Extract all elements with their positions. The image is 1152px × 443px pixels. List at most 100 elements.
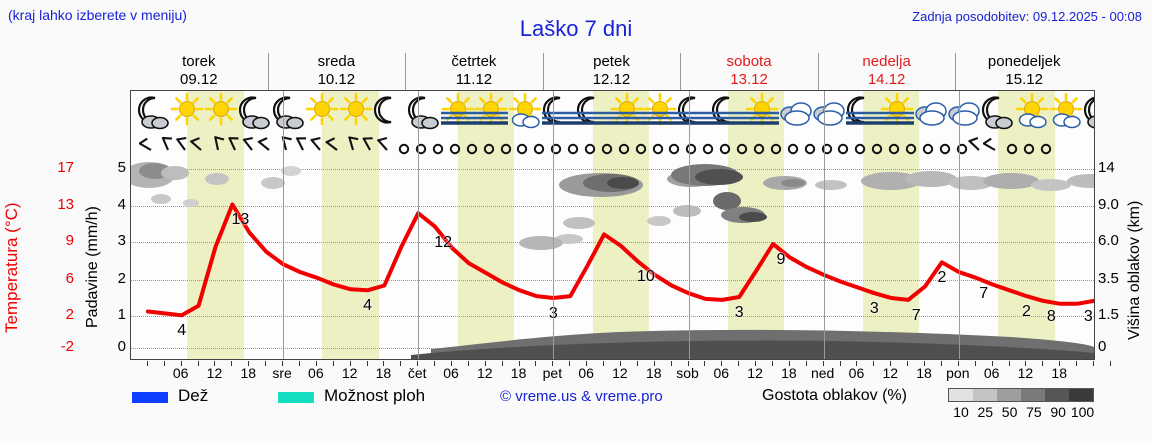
cloud-height-tick: 14 [1098,158,1115,176]
wind-calm-icon [409,133,433,161]
showers-legend-label: Možnost ploh [324,386,426,405]
time-tick-label: pon [946,365,970,381]
time-tick-label: 06 [443,365,459,381]
moon-cloud-icon [405,93,443,131]
moon-icon [371,93,409,131]
time-tick-mark [231,361,233,366]
wind-barb-icon [173,133,197,161]
wind-calm-icon [392,133,416,161]
time-tick-label: 06 [578,365,594,381]
moon-fog-icon [675,93,713,131]
time-tick-mark [1109,361,1111,366]
wind-calm-icon [950,133,974,161]
precipitation-tick: 1 [117,306,126,324]
copyright-link[interactable]: © vreme.us & vreme.pro [500,388,663,405]
time-tick-mark [1076,361,1078,366]
moon-fog-icon [844,93,882,131]
sun-icon [303,93,341,131]
time-tick-label: 18 [240,365,257,381]
time-tick-mark [332,361,334,366]
day-name: nedelja [862,53,911,70]
temperature-value-label: 2 [937,269,947,287]
time-tick-mark [721,361,723,366]
time-tick-mark [924,361,926,366]
sun-cloud-icon [1047,93,1085,131]
day-header-četrtek: četrtek 11.12 [405,53,543,90]
cloud-density-tick: 10 [953,404,969,420]
temperature-tick: 9 [65,232,74,250]
temperature-tick: 17 [57,158,74,176]
wind-barb-icon [983,133,1007,161]
day-name: četrtek [451,53,497,70]
time-tick-label: 06 [983,365,1000,381]
wind-calm-icon [527,133,551,161]
day-separator [958,91,960,359]
day-header-torek: torek 09.12 [130,53,268,90]
cloud-icon [777,93,815,131]
wind-calm-icon [510,133,534,161]
temperature-value-label: 13 [231,211,250,229]
wind-barb-icon [291,133,315,161]
daylight-band [592,91,650,359]
daylight-band [727,91,785,359]
wind-calm-icon [477,133,501,161]
temperature-value-label: 3 [869,300,879,318]
time-tick-label: 06 [848,365,865,381]
wind-calm-icon [865,133,889,161]
day-name: petek [593,53,630,70]
time-tick-mark [467,361,469,366]
wind-calm-icon [916,133,940,161]
sun-fog-icon [641,93,679,131]
day-name: sobota [726,53,772,70]
horizontal-gridline [131,205,1094,207]
wind-calm-icon [848,133,872,161]
day-separator [418,91,420,359]
time-tick-mark [298,361,300,366]
sun-icon [337,93,375,131]
wind-calm-icon [1017,133,1041,161]
time-tick-mark [417,361,419,366]
daylight-band [998,91,1055,359]
time-tick-mark [670,361,672,366]
time-tick-mark [586,361,588,366]
sun-fog-icon [472,93,510,131]
time-tick-mark [957,361,959,366]
day-separator [823,91,825,359]
wind-calm-icon [494,133,518,161]
time-tick-mark [518,361,520,366]
time-tick-label: 06 [172,365,189,381]
time-tick-label: čet [407,365,427,381]
temperature-value-label: 7 [979,284,989,302]
time-tick-mark [822,361,824,366]
cloud-density-tick: 25 [977,404,994,420]
time-tick-mark [805,361,807,366]
cloud-density-tick: 90 [1050,404,1066,420]
moon-cloud-icon [135,93,173,131]
time-tick-label: 12 [1017,365,1034,381]
time-tick-mark [788,361,790,366]
temperature-value-label: 3 [734,304,744,322]
precipitation-tick: 3 [117,232,126,250]
wind-calm-icon [933,133,957,161]
forecast-plot: 134124103937372283 [130,90,1095,360]
sun-fog-icon [878,93,916,131]
time-tick-mark [839,361,841,366]
time-tick-label: 18 [645,365,662,381]
wind-barb-icon [967,133,991,161]
cloud-height-tick: 0 [1098,338,1107,356]
wind-calm-icon [764,133,788,161]
temperature-value-label: 9 [776,251,786,268]
moon-cloud-icon [270,93,308,131]
chart-plot-area: 134124103937372283 [131,161,1094,359]
temperature-value-label: 10 [636,268,655,286]
wind-calm-icon [730,133,754,161]
temperature-value-label: 3 [1083,307,1093,325]
time-tick-label: sre [272,365,292,381]
day-name: sreda [317,53,356,70]
wind-calm-icon [578,133,602,161]
time-tick-mark [619,361,621,366]
cloud-density-segment [997,389,1021,401]
day-header-separator [955,53,957,90]
time-tick-mark [282,361,284,366]
wind-calm-icon [561,133,585,161]
